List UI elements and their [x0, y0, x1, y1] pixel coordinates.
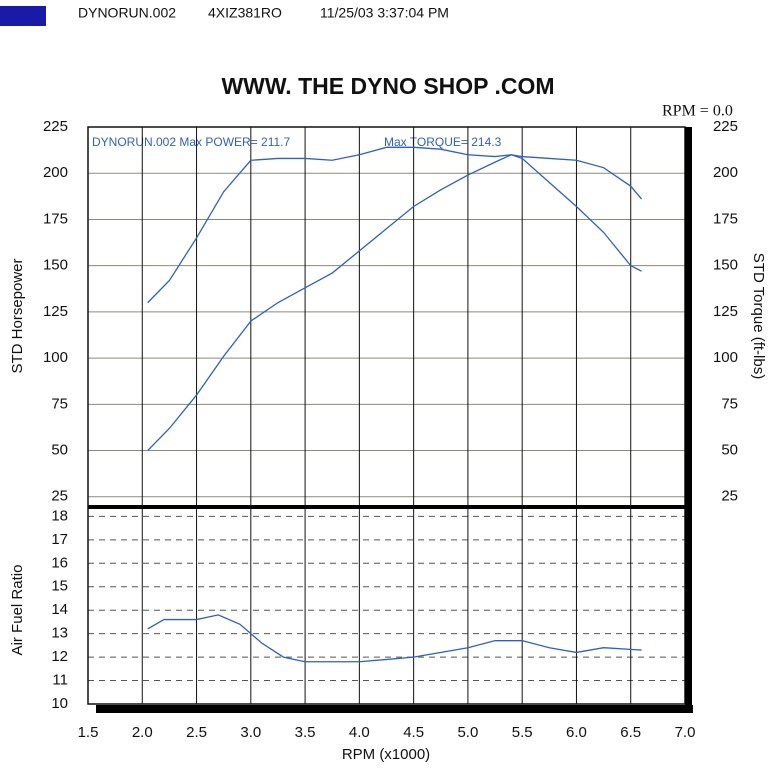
y-tick-label: 100	[43, 349, 68, 366]
y2-tick-label: 200	[713, 164, 738, 181]
y-tick-label: 125	[43, 303, 68, 320]
plot-frame	[87, 126, 686, 705]
y2-tick-label: 25	[721, 488, 738, 505]
data-line	[147, 154, 642, 451]
y2-tick-label: 100	[713, 349, 738, 366]
y2-tick-label: 150	[713, 257, 738, 274]
annotation: RPM = 0.0	[662, 103, 733, 120]
data-line	[147, 146, 643, 304]
y-axis-label: STD Horsepower	[9, 258, 26, 373]
y-tick-label: 12	[51, 648, 68, 665]
logo-block	[0, 6, 46, 26]
y2-tick-label: 50	[721, 442, 738, 459]
y-tick-label: 16	[51, 554, 68, 571]
y-tick-label: 25	[51, 488, 68, 505]
y-tick-label: 15	[51, 578, 68, 595]
x-tick-label: 5.0	[457, 724, 478, 741]
x-tick-label: 1.5	[78, 724, 99, 741]
y-tick-label: 13	[51, 625, 68, 642]
x-tick-label: 4.0	[349, 724, 370, 741]
x-axis-label: RPM (x1000)	[342, 746, 430, 763]
x-tick-label: 2.0	[132, 724, 153, 741]
y-tick-label: 14	[51, 601, 68, 618]
x-tick-label: 3.0	[240, 724, 261, 741]
y2-tick-label: 75	[721, 395, 738, 412]
y-tick-label: 225	[43, 118, 68, 135]
y2-tick-label: 225	[713, 118, 738, 135]
y-tick-label: 10	[51, 695, 68, 712]
x-tick-label: 3.5	[295, 724, 316, 741]
header-id: 4XIZ381RO	[208, 5, 282, 21]
y-tick-label: 11	[52, 672, 68, 689]
y2-tick-label: 125	[713, 303, 738, 320]
y-tick-label: 17	[51, 531, 68, 548]
data-line	[147, 614, 642, 663]
x-tick-label: 5.5	[512, 724, 533, 741]
x-tick-label: 6.0	[566, 724, 587, 741]
y-tick-label: 175	[43, 210, 68, 227]
y2-tick-label: 175	[713, 210, 738, 227]
y-tick-label: 18	[51, 507, 68, 524]
x-tick-label: 7.0	[675, 724, 696, 741]
y2-axis-label: STD Torque (ft-lbs)	[750, 253, 767, 379]
x-tick-label: 6.5	[620, 724, 641, 741]
header-run: DYNORUN.002	[78, 5, 176, 21]
x-tick-label: 4.5	[403, 724, 424, 741]
frame-shadow-bottom	[96, 705, 693, 713]
y-tick-label: 150	[43, 257, 68, 274]
chart-title: WWW. THE DYNO SHOP .COM	[221, 73, 554, 99]
annotation: DYNORUN.002 Max POWER= 211.7	[92, 135, 291, 149]
y-tick-label: 200	[43, 164, 68, 181]
x-tick-label: 2.5	[186, 724, 207, 741]
header-date: 11/25/03 3:37:04 PM	[320, 5, 449, 21]
frame-shadow-right	[685, 127, 692, 713]
y-axis-label: Air Fuel Ratio	[9, 565, 26, 656]
y-tick-label: 50	[51, 442, 68, 459]
y-tick-label: 75	[51, 395, 68, 412]
